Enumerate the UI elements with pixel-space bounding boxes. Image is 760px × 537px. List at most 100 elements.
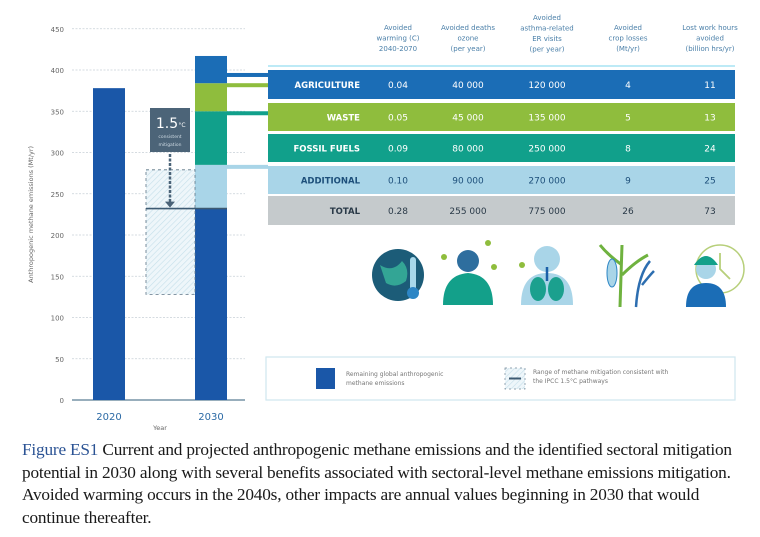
y-tick-label: 350 — [51, 108, 64, 116]
column-header-line: (per year) — [530, 46, 565, 54]
row-value: 25 — [704, 177, 715, 187]
head — [457, 250, 479, 272]
table-row — [268, 166, 735, 194]
row-value: 24 — [704, 145, 716, 155]
corn — [606, 258, 618, 288]
crops-icon — [598, 244, 655, 308]
row-value: 11 — [704, 81, 715, 91]
y-tick-label: 150 — [51, 273, 64, 281]
column-header-line: Lost work hours — [682, 24, 738, 32]
connector — [227, 164, 268, 169]
connector — [227, 72, 268, 77]
column-header-line: 2040-2070 — [379, 45, 417, 53]
column-header-line: ozone — [458, 35, 479, 43]
row-value: 255 000 — [449, 207, 486, 217]
row-value: 250 000 — [528, 145, 565, 155]
row-value: 90 000 — [452, 177, 484, 187]
y-tick-label: 250 — [51, 191, 64, 199]
column-header-line: (billion hrs/yr) — [686, 45, 735, 53]
legend-swatch-solid — [316, 368, 335, 389]
row-value: 4 — [625, 81, 631, 91]
table-row — [268, 196, 735, 225]
particle — [519, 262, 525, 268]
bar-2030-remaining — [195, 208, 227, 400]
annotation-value: 1.5 — [156, 116, 178, 132]
globe-thermometer-icon — [372, 249, 424, 301]
caption-text: Current and projected anthropogenic meth… — [22, 440, 732, 527]
mitigation-range-box — [145, 169, 196, 295]
row-value: 73 — [704, 207, 715, 217]
table-row — [268, 70, 735, 99]
row-label: WASTE — [327, 114, 360, 124]
column-header-line: (Mt/yr) — [616, 45, 640, 53]
methane-chart: 0 50 100 150 200 250 300 350 400 450 Anthropogenic… — [27, 14, 745, 432]
bar-2030-segment-waste — [195, 83, 227, 112]
legend-label: the IPCC 1.5°C pathways — [533, 378, 608, 385]
row-value: 26 — [622, 207, 634, 217]
body — [686, 283, 726, 307]
annotation-line1: consistent — [158, 134, 181, 140]
body — [443, 273, 493, 305]
x-tick-label: 2030 — [198, 412, 223, 423]
row-value: 775 000 — [528, 207, 565, 217]
row-value: 13 — [704, 114, 715, 124]
y-tick-label: 100 — [51, 315, 64, 323]
row-label: ADDITIONAL — [301, 177, 361, 187]
connector — [227, 111, 268, 116]
table-row — [268, 134, 735, 162]
y-tick-label: 400 — [51, 67, 64, 75]
y-tick-label: 200 — [51, 232, 64, 240]
lung-left — [530, 277, 546, 301]
row-value: 9 — [625, 177, 631, 187]
particle — [485, 240, 491, 246]
row-value: 0.05 — [388, 114, 408, 124]
row-value: 8 — [625, 145, 631, 155]
row-value: 5 — [625, 114, 631, 124]
row-label: FOSSIL FUELS — [294, 145, 361, 155]
caption-lead: Figure ES1 — [22, 440, 99, 459]
lungs-icon — [519, 246, 573, 305]
bar-2030-segment-fossil-fuels — [195, 111, 227, 165]
column-header-line: Avoided — [384, 24, 412, 32]
worker-clock-icon — [686, 244, 745, 307]
row-value: 120 000 — [528, 81, 565, 91]
lung-right — [548, 277, 564, 301]
column-header-line: (per year) — [451, 45, 486, 53]
row-value: 40 000 — [452, 81, 484, 91]
column-header-line: avoided — [696, 35, 724, 43]
row-value: 0.04 — [388, 81, 408, 91]
rice — [634, 260, 655, 308]
y-tick-label: 0 — [60, 397, 64, 405]
annotation-line2: mitigation — [159, 142, 182, 148]
column-header-line: Avoided — [533, 14, 561, 22]
thermometer — [410, 257, 416, 291]
column-header-line: asthma-related — [520, 25, 574, 33]
bulb — [407, 287, 419, 299]
column-header-line: ER visits — [532, 35, 562, 43]
hard-hat — [694, 256, 718, 265]
bar-2030-segment-agriculture — [195, 55, 227, 84]
column-header-line: Avoided deaths — [441, 24, 495, 32]
row-value: 0.09 — [388, 145, 408, 155]
x-tick-label: 2020 — [96, 412, 121, 423]
y-axis-label: Anthropogenic methane emissions (Mt/yr) — [27, 146, 35, 283]
clock-hands — [719, 253, 731, 280]
row-value: 135 000 — [528, 114, 565, 124]
row-value: 45 000 — [452, 114, 484, 124]
legend-label: Remaining global anthropogenic — [346, 371, 443, 378]
head — [534, 246, 560, 272]
row-label: TOTAL — [330, 207, 361, 217]
arrow-down-icon — [165, 201, 175, 208]
connector — [227, 83, 268, 88]
bar-2020 — [93, 88, 125, 401]
column-header-line: Avoided — [614, 24, 642, 32]
bar-2030-segment-additional — [195, 164, 227, 209]
annotation-box — [150, 108, 190, 152]
particle — [441, 254, 447, 260]
column-header-line: crop losses — [609, 35, 648, 43]
row-value: 80 000 — [452, 145, 484, 155]
row-label: AGRICULTURE — [295, 81, 361, 91]
column-header-line: warming (C) — [377, 35, 420, 43]
x-axis-label: Year — [152, 424, 167, 430]
row-value: 270 000 — [528, 177, 565, 187]
